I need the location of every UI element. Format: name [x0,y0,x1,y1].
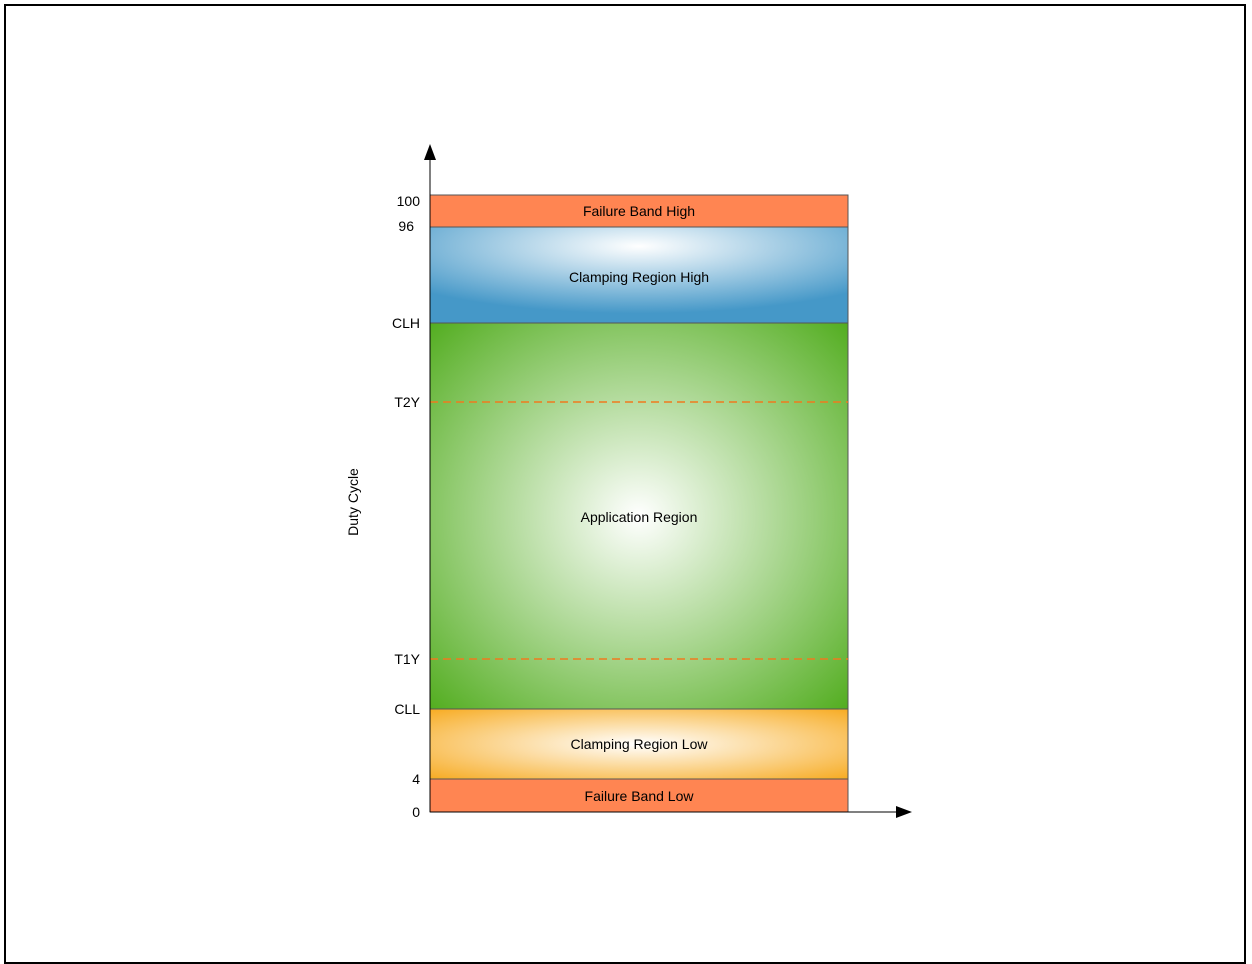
clamping-region-low-label: Clamping Region Low [571,736,709,752]
application-region [429,322,849,710]
x-axis-arrowhead [896,806,912,818]
tick-label-cll: CLL [394,701,420,717]
tick-label-96: 96 [398,218,414,234]
tick-label-0: 0 [412,804,420,820]
tick-label-clh: CLH [392,315,420,331]
failure-band-high-label: Failure Band High [583,203,695,219]
tick-label-100: 100 [397,193,421,209]
failure-band-low-label: Failure Band Low [585,788,695,804]
tick-label-t2y: T2Y [394,394,420,410]
clamping-region-high [429,226,849,324]
y-axis-title: Duty Cycle [345,468,361,536]
tick-label-t1y: T1Y [394,651,420,667]
application-region-label: Application Region [581,509,698,525]
clamping-region-high-label: Clamping Region High [569,269,709,285]
y-axis-arrowhead [424,144,436,160]
tick-label-4: 4 [412,771,420,787]
